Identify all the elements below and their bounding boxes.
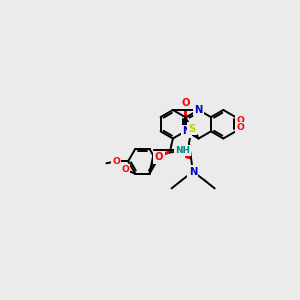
Text: O: O [182, 98, 190, 108]
Text: S: S [188, 124, 196, 134]
Text: O: O [122, 165, 129, 174]
Text: O: O [236, 123, 244, 132]
Text: N: N [189, 167, 197, 177]
Text: O: O [112, 157, 120, 166]
Text: N: N [182, 126, 190, 136]
Text: O: O [175, 148, 183, 158]
Text: N: N [194, 105, 203, 115]
Text: O: O [236, 116, 244, 125]
Text: O: O [155, 152, 163, 162]
Text: NH: NH [175, 146, 190, 155]
